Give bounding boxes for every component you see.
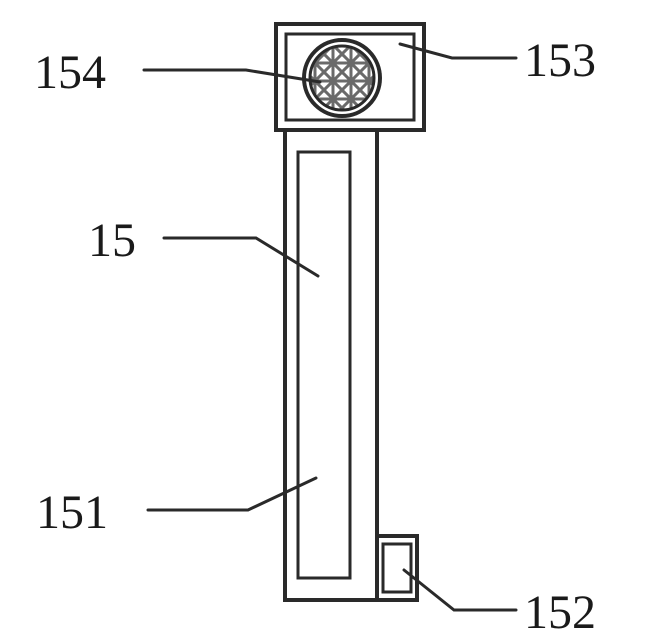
- label-c15: 15: [88, 214, 136, 267]
- label-c153: 153: [524, 34, 596, 87]
- leader-c151: [148, 478, 316, 510]
- leader-c153: [400, 44, 516, 58]
- leader-c15: [164, 238, 318, 276]
- leader-c152: [404, 570, 516, 610]
- foot-box-inner: [383, 544, 411, 592]
- label-c152: 152: [524, 586, 596, 639]
- leader-c154: [144, 70, 320, 82]
- column-slot: [298, 152, 350, 578]
- label-c154: 154: [34, 46, 106, 99]
- label-c151: 151: [36, 486, 108, 539]
